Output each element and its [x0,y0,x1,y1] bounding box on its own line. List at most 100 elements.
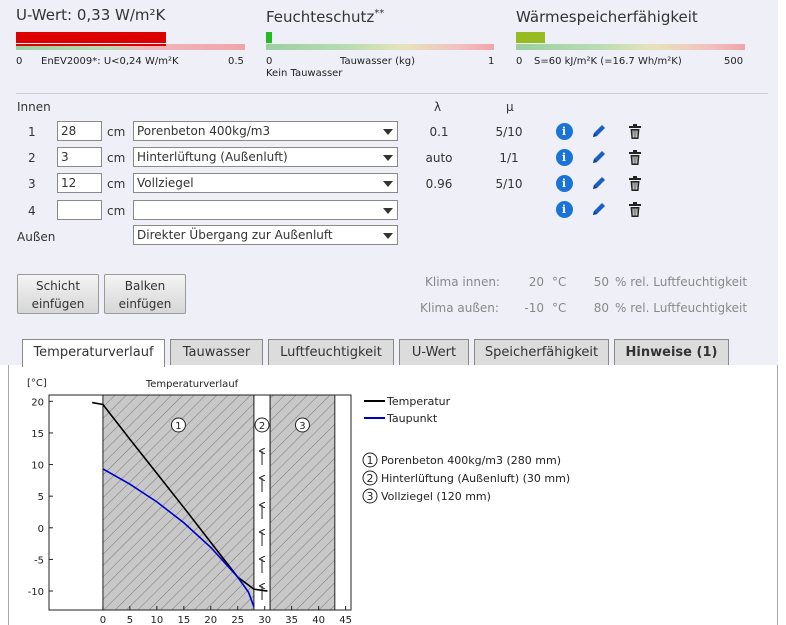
tab-temperaturverlauf[interactable]: Temperaturverlauf [22,339,165,367]
outside-transition-select[interactable]: Direkter Übergang zur Außenluft [133,225,398,245]
heat-storage-bar-fill [516,32,545,43]
layer-4-material-select[interactable] [133,200,398,220]
pencil-icon[interactable] [590,122,608,140]
tab-speicherfaehigkeit[interactable]: Speicherfähigkeit [474,339,609,366]
info-icon-glyph: i [555,122,573,140]
u-value-bar-fill [16,32,166,43]
x-tick-label: 20 [204,615,217,625]
info-icon[interactable]: i [555,148,573,166]
layer-1-thickness-input[interactable]: 28 [57,121,102,141]
heat-storage-scale-min: 0 [516,56,523,67]
insert-beam-button[interactable]: Balken einfügen [104,274,186,314]
temperature-chart: 1 2 3 Temperaturverlauf [°C] 20 15 10 5 0 -5 -10 0 5… [27,378,570,625]
layer-2-unit: cm [107,151,126,165]
layer-3-mu: 5/10 [495,177,523,191]
layer-3-thickness-input[interactable]: 12 [57,173,102,193]
pencil-glyph [593,177,605,189]
moisture-scale-min: 0 [266,56,273,67]
layer-1-unit: cm [107,125,126,139]
chevron-down-icon [383,129,393,135]
layer-legend-number-3: 3 [367,490,374,503]
trash-icon[interactable] [626,148,644,166]
moisture-title-sup: ** [374,8,385,19]
info-icon-glyph: i [555,148,573,166]
layer-legend-number-1: 1 [367,454,374,467]
insert-layer-button[interactable]: Schicht einfügen [17,274,99,314]
divider [16,93,768,94]
layer-3-unit: cm [107,177,126,191]
layer-2-thickness-input[interactable]: 3 [57,147,102,167]
chevron-down-icon [383,181,393,187]
layer-2-material-select[interactable]: Hinterlüftung (Außenluft) [133,147,398,167]
tab-luftfeuchtigkeit[interactable]: Luftfeuchtigkeit [268,339,394,366]
trash-icon[interactable] [626,200,644,218]
series-line-0 [92,401,268,592]
climate-outside-humidity[interactable]: 80 [593,301,609,315]
climate-outside-temp[interactable]: -10 [524,301,544,315]
tab-tauwasser[interactable]: Tauwasser [170,339,263,366]
x-tick-label: 40 [312,615,325,625]
climate-outside-humidity-unit: % rel. Luftfeuchtigkeit [615,301,748,315]
trash-icon[interactable] [626,174,644,192]
insert-layer-label-1: Schicht [35,279,81,293]
layer-1-material-select[interactable]: Porenbeton 400kg/m3 [133,121,398,141]
layer-3-lambda: 0.96 [425,177,453,191]
heat-storage-scale-label: S=60 kJ/m²K (=16.7 Wh/m²K) [534,56,682,67]
layer-3-number: 3 [28,177,36,191]
y-tick-label: -10 [28,587,44,598]
layer-2-number: 2 [28,151,36,165]
layer-region-number-1: 1 [175,421,181,432]
lambda-header: λ [434,100,442,114]
y-tick-label: 0 [38,524,44,535]
y-tick-label: 5 [38,492,44,503]
chevron-down-icon [383,233,393,239]
info-icon[interactable]: i [555,174,573,192]
chart-panel: 1 2 3 Temperaturverlauf [°C] 20 15 10 5 0 -5 -10 0 5… [8,365,778,625]
y-tick-label: -5 [34,555,44,566]
tab-hinweise[interactable]: Hinweise (1) [614,339,729,366]
moisture-scale-bar [266,44,494,50]
layer-3-material-select[interactable]: Vollziegel [133,173,398,193]
u-value-scale-min: 0 [16,56,23,67]
pencil-icon[interactable] [590,148,608,166]
layer-1-mu: 5/10 [495,125,523,139]
x-tick-label: 25 [231,615,244,625]
insert-layer-label-2: einfügen [31,297,85,311]
climate-inside-label: Klima innen: [425,275,500,289]
climate-outside-temp-unit: °C [552,301,567,315]
inside-label: Innen [17,100,51,114]
legend-label-0: Temperatur [386,395,451,408]
x-tick-label: 5 [127,615,133,625]
info-icon[interactable]: i [555,122,573,140]
climate-inside-temp[interactable]: 20 [528,275,544,289]
pencil-glyph [593,125,605,137]
chevron-down-icon [383,208,393,214]
layer-region-marker-1 [170,417,186,433]
x-tick-label: 0 [100,615,106,625]
mu-header: μ [506,100,514,114]
climate-inside-humidity[interactable]: 50 [593,275,609,289]
pencil-icon[interactable] [590,200,608,218]
y-tick-label: 20 [31,397,44,408]
y-tick-label: 15 [31,429,44,440]
layer-4-thickness-input[interactable] [57,200,102,220]
layer-4-number: 4 [28,204,36,218]
heat-storage-title: Wärmespeicherfähigkeit [516,8,698,26]
tab-u-wert[interactable]: U-Wert [399,339,469,366]
moisture-title: Feuchteschutz** [266,8,384,26]
y-tick-label: 10 [31,461,44,472]
layer-3-material-value: Vollziegel [137,176,194,190]
info-icon-glyph: i [555,174,573,192]
moisture-title-text: Feuchteschutz [266,8,375,26]
layer-4-unit: cm [107,204,126,218]
trash-icon[interactable] [626,122,644,140]
layer-legend-label-3: Vollziegel (120 mm) [381,490,491,503]
pencil-icon[interactable] [590,174,608,192]
u-value-bar-under [16,44,166,46]
chart-title: Temperaturverlauf [145,379,239,390]
layer-region-marker-2 [254,417,270,433]
info-icon[interactable]: i [555,200,573,218]
layer-1-number: 1 [28,125,36,139]
layer-legend-marker-1 [362,452,378,468]
outside-transition-value: Direkter Übergang zur Außenluft [137,228,333,242]
